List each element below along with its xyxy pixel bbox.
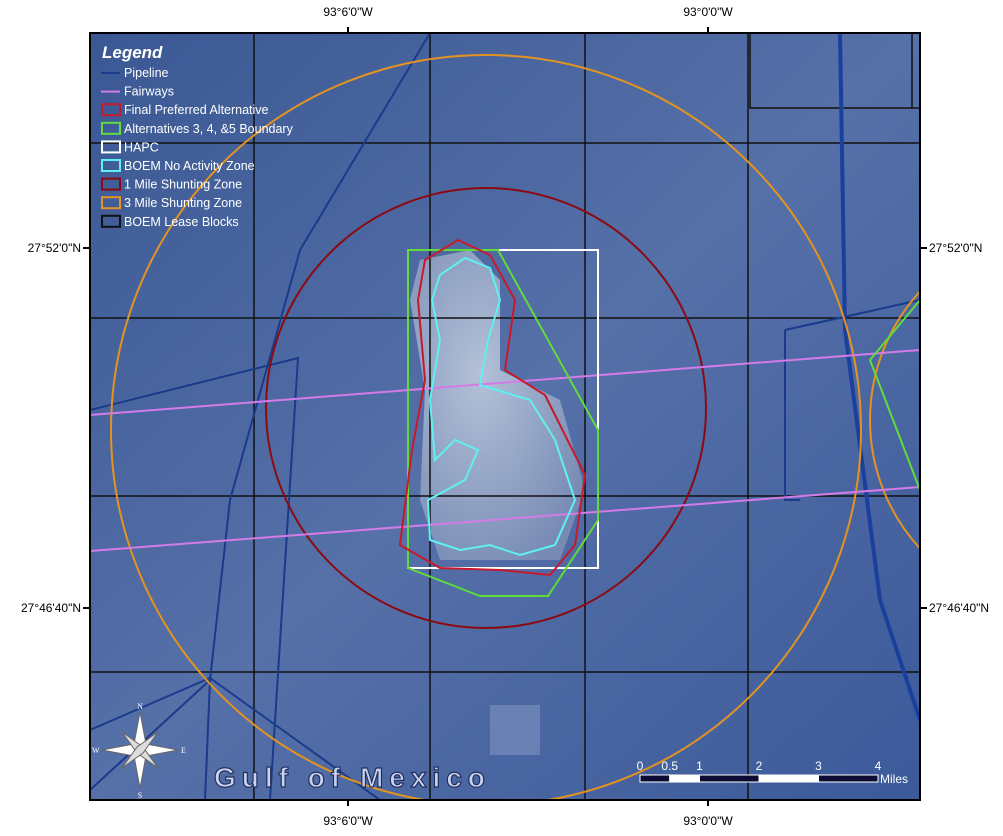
- coord-label: 27°46'40"N: [929, 601, 989, 615]
- scale-segment: [758, 774, 819, 783]
- coord-label: 27°52'0"N: [929, 241, 982, 255]
- lease-blocks: [90, 33, 920, 800]
- legend-swatch: [101, 140, 121, 154]
- feature: [490, 705, 540, 755]
- scale-label: 1: [696, 759, 703, 773]
- graticule-ticks: [83, 27, 927, 806]
- pipelines: [90, 33, 920, 800]
- legend-label: Alternatives 3, 4, &5 Boundary: [124, 122, 294, 136]
- scale-label: 2: [756, 759, 763, 773]
- legend: Legend Pipeline Fairways Final Preferred A…: [101, 43, 294, 229]
- legend-swatch: [101, 196, 121, 210]
- legend-swatch: [101, 121, 121, 135]
- compass-w: W: [92, 746, 100, 755]
- legend-label: BOEM No Activity Zone: [124, 159, 255, 173]
- legend-swatch: [101, 177, 121, 191]
- three-mile-zone: [869, 290, 920, 550]
- map-body: [90, 33, 920, 800]
- scale-label: 0: [637, 759, 644, 773]
- scale-segment: [669, 774, 700, 783]
- legend-swatch: [101, 159, 121, 172]
- legend-label: 3 Mile Shunting Zone: [124, 196, 242, 210]
- scale-label: 4: [875, 759, 882, 773]
- compass: N S E W: [92, 702, 186, 800]
- scale-label: 0.5: [661, 759, 678, 773]
- scale-segment: [818, 774, 879, 783]
- one-mile-zone: [265, 187, 707, 629]
- legend-swatch: [101, 214, 121, 228]
- frame: [89, 32, 921, 801]
- alternatives-boundary: [407, 249, 599, 597]
- scale-label: 3: [815, 759, 822, 773]
- coord-label: 93°6'0"W: [323, 5, 373, 19]
- legend-title: Legend: [102, 43, 163, 62]
- legend-label: HAPC: [124, 140, 159, 154]
- compass-e: E: [181, 746, 186, 755]
- bank: [410, 250, 585, 560]
- compass-s: S: [138, 791, 142, 800]
- coord-label: 93°0'0"W: [683, 5, 733, 19]
- coord-label: 27°46'40"N: [21, 601, 81, 615]
- sea-label: Gulf of Mexico: [214, 762, 491, 793]
- legend-label: Fairways: [124, 85, 174, 99]
- scale-segment: [639, 774, 671, 783]
- legend-label: Final Preferred Alternative: [124, 103, 269, 117]
- coord-label: 93°6'0"W: [323, 814, 373, 828]
- coord-label: 93°0'0"W: [683, 814, 733, 828]
- legend-label: Pipeline: [124, 66, 169, 80]
- legend-label: 1 Mile Shunting Zone: [124, 178, 242, 192]
- scale-segment: [699, 774, 760, 783]
- final-preferred: [398, 238, 587, 577]
- coord-label: 27°52'0"N: [28, 241, 81, 255]
- alternatives-boundary: [868, 298, 920, 491]
- no-activity-zone: [426, 256, 577, 557]
- scale-unit: Miles: [880, 772, 908, 786]
- legend-label: BOEM Lease Blocks: [124, 215, 239, 229]
- legend-swatch: [101, 103, 121, 117]
- fairways: [90, 349, 920, 552]
- compass-n: N: [137, 702, 143, 711]
- three-mile-zone: [110, 54, 862, 800]
